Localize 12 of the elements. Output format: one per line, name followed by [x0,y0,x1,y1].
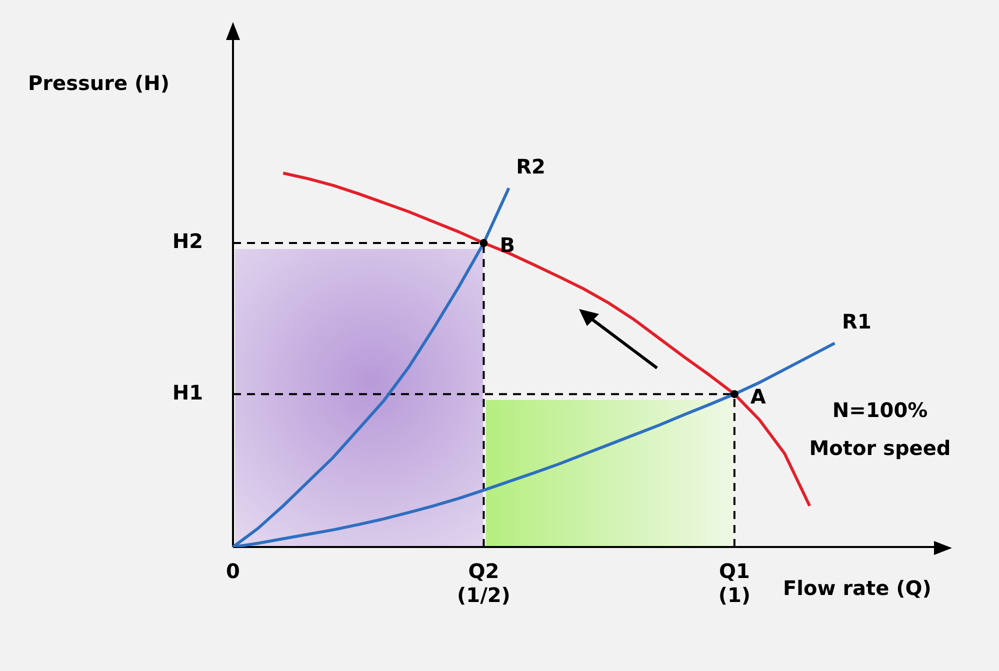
annotation: A [750,384,766,408]
series-label: R2 [516,154,546,178]
y-axis-title: Pressure (H) [28,71,170,96]
ref-line-label: H1 [172,380,203,404]
x-axis-title: Flow rate (Q) [783,576,932,600]
x-tick-label: Q1 (1) [718,559,751,608]
annotation: N=100% Motor speed [809,398,951,460]
x-tick-label: 0 [226,559,240,584]
ref-line-label: H2 [172,229,203,254]
annotation: B [500,233,515,258]
x-tick-label: Q2 (1/2) [457,559,510,608]
series-label: R1 [842,309,872,334]
